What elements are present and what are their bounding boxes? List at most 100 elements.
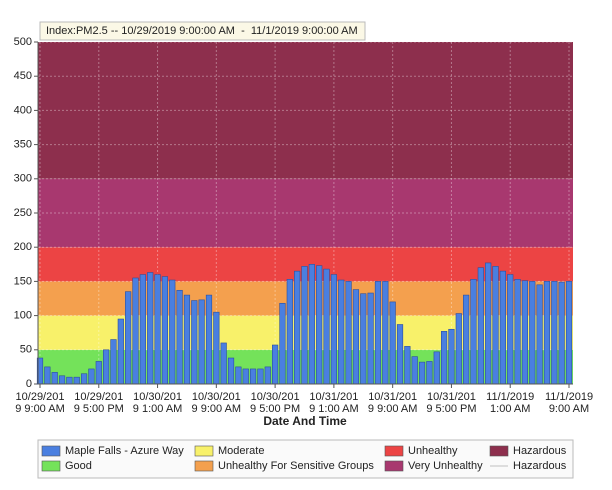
aqi-band bbox=[38, 42, 573, 179]
bar bbox=[411, 356, 418, 385]
bar bbox=[183, 294, 191, 385]
bar bbox=[492, 266, 499, 385]
x-tick-label: 9 1:00 AM bbox=[309, 403, 359, 415]
legend-label: Unhealthy bbox=[408, 445, 458, 457]
title-box bbox=[39, 21, 366, 41]
bar bbox=[345, 281, 352, 385]
bar bbox=[455, 313, 462, 385]
legend-label: Good bbox=[65, 460, 92, 472]
bar bbox=[536, 284, 543, 385]
y-tick-label: 150 bbox=[14, 275, 32, 287]
x-tick-label: 9 9:00 AM bbox=[192, 403, 242, 415]
bar bbox=[426, 361, 433, 385]
bar bbox=[176, 289, 183, 385]
bar bbox=[249, 368, 257, 385]
bar bbox=[103, 349, 110, 385]
y-tick-label: 300 bbox=[14, 173, 32, 185]
legend-swatch bbox=[489, 445, 509, 457]
bar bbox=[551, 281, 558, 385]
bar bbox=[125, 291, 132, 385]
legend-swatch bbox=[41, 460, 61, 472]
bar bbox=[558, 281, 565, 385]
x-tick-label: 11/1/2019 bbox=[486, 391, 534, 403]
bar bbox=[360, 293, 367, 385]
y-tick-label: 400 bbox=[14, 104, 32, 116]
bar bbox=[463, 294, 470, 385]
x-tick-label: 9:00 AM bbox=[549, 403, 589, 415]
legend-label: Moderate bbox=[218, 445, 264, 457]
bar bbox=[235, 366, 242, 385]
bar bbox=[404, 346, 411, 385]
x-tick-label: 10/31/201 bbox=[309, 391, 358, 403]
legend-label: Maple Falls - Azure Way bbox=[65, 445, 184, 457]
bar bbox=[448, 328, 455, 385]
bar bbox=[66, 376, 73, 385]
legend-swatch bbox=[194, 445, 214, 457]
bar bbox=[433, 351, 440, 385]
y-tick-label: 350 bbox=[14, 139, 32, 151]
x-tick-label: 1:00 AM bbox=[490, 403, 530, 415]
bar bbox=[294, 270, 301, 385]
bar bbox=[470, 279, 477, 385]
x-tick-label: 10/30/201 bbox=[251, 391, 300, 403]
bar bbox=[279, 302, 286, 385]
bar bbox=[367, 292, 374, 385]
legend-label: Unhealthy For Sensitive Groups bbox=[218, 460, 374, 472]
bar bbox=[286, 279, 293, 385]
legend-label: Hazardous bbox=[513, 445, 567, 457]
legend-label: Hazardous bbox=[513, 460, 567, 472]
bar bbox=[477, 267, 484, 385]
bar bbox=[220, 342, 227, 385]
bar bbox=[316, 265, 323, 385]
legend-swatch bbox=[384, 445, 404, 457]
bar bbox=[80, 373, 88, 385]
bar bbox=[499, 270, 506, 385]
x-tick-label: 9 9:00 AM bbox=[368, 403, 418, 415]
bar bbox=[147, 272, 154, 385]
x-tick-label: 10/31/201 bbox=[427, 391, 476, 403]
bar bbox=[272, 344, 279, 385]
bar bbox=[198, 299, 205, 385]
bar bbox=[51, 372, 58, 385]
bar bbox=[418, 361, 426, 385]
x-tick-label: 10/30/201 bbox=[192, 391, 241, 403]
bar bbox=[264, 366, 271, 385]
x-tick-label: 10/31/201 bbox=[368, 391, 417, 403]
bar bbox=[507, 274, 514, 385]
bar bbox=[213, 311, 220, 385]
bar bbox=[330, 274, 337, 385]
y-tick-label: 50 bbox=[20, 344, 32, 356]
aqi-band bbox=[38, 178, 573, 248]
bar bbox=[110, 339, 117, 385]
bar bbox=[227, 357, 235, 385]
bar bbox=[396, 324, 404, 385]
bar bbox=[73, 376, 80, 385]
bar bbox=[529, 281, 536, 385]
bar bbox=[323, 268, 330, 385]
x-tick-label: 9 5:00 PM bbox=[426, 403, 476, 415]
x-tick-label: 10/30/201 bbox=[133, 391, 182, 403]
x-tick-label: 10/29/201 bbox=[16, 391, 65, 403]
chart-title: Index:PM2.5 -- 10/29/2019 9:00:00 AM - 1… bbox=[46, 25, 358, 37]
bar bbox=[514, 279, 521, 385]
legend-box bbox=[37, 439, 574, 479]
bar bbox=[88, 368, 95, 385]
y-tick-label: 500 bbox=[14, 36, 32, 48]
bar bbox=[308, 263, 315, 385]
bar bbox=[382, 281, 389, 385]
legend-swatch bbox=[41, 445, 61, 457]
bar bbox=[521, 280, 529, 385]
y-tick-label: 450 bbox=[14, 70, 32, 82]
bar bbox=[117, 318, 124, 385]
x-tick-label: 11/1/2019 bbox=[545, 391, 593, 403]
bar bbox=[338, 279, 345, 385]
bar bbox=[374, 281, 382, 385]
bar bbox=[205, 294, 213, 385]
y-tick-label: 200 bbox=[14, 241, 32, 253]
bar bbox=[95, 361, 102, 385]
legend-label: Very Unhealthy bbox=[408, 460, 483, 472]
bar bbox=[485, 262, 492, 385]
y-tick-label: 100 bbox=[14, 310, 32, 322]
bar bbox=[191, 300, 198, 385]
